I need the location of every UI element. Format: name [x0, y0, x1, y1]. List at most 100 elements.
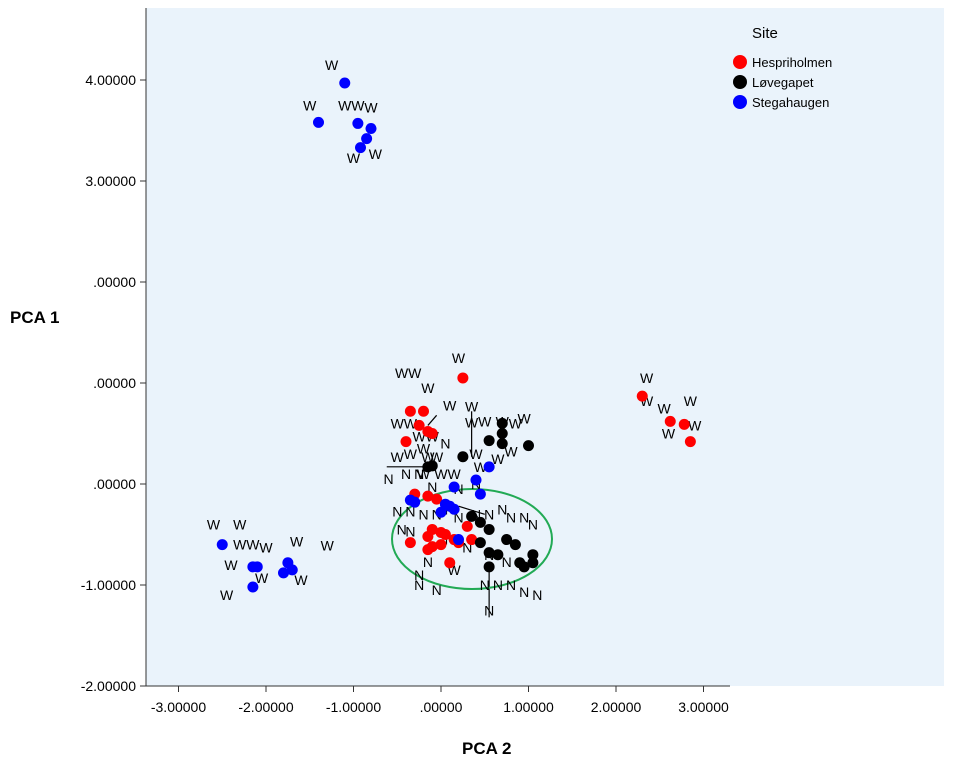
- x-tick-label: .00000: [420, 699, 463, 715]
- point-hespriholmen: [665, 416, 676, 427]
- point-l-vegapet: [484, 435, 495, 446]
- point-label-w: W: [294, 572, 308, 588]
- point-label-n: N: [493, 577, 503, 593]
- point-label-w: W: [303, 97, 317, 113]
- x-tick-label: 3.00000: [678, 699, 729, 715]
- point-stegahaugen: [471, 474, 482, 485]
- point-label-n: N: [506, 577, 516, 593]
- y-tick-label: .00000: [93, 476, 136, 492]
- x-tick-label: -3.00000: [151, 699, 206, 715]
- point-label-w: W: [465, 414, 479, 430]
- point-label-n: N: [414, 577, 424, 593]
- point-label-w: W: [207, 516, 221, 532]
- point-l-vegapet: [427, 460, 438, 471]
- legend-label-stegahaugen: Stegahaugen: [752, 95, 829, 110]
- point-label-w: W: [224, 557, 238, 573]
- point-label-w: W: [684, 393, 698, 409]
- y-tick-label: 4.00000: [85, 72, 136, 88]
- point-label-w: W: [452, 350, 466, 366]
- point-stegahaugen: [409, 497, 420, 508]
- point-stegahaugen: [313, 117, 324, 128]
- y-tick-label: .00000: [93, 274, 136, 290]
- y-tick-label: .00000: [93, 375, 136, 391]
- point-label-w: W: [338, 97, 352, 113]
- y-axis-label: PCA 1: [10, 308, 59, 327]
- point-label-n: N: [423, 554, 433, 570]
- point-label-w: W: [688, 417, 702, 433]
- x-tick-label: -2.00000: [238, 699, 293, 715]
- point-hespriholmen: [436, 539, 447, 550]
- point-label-w: W: [404, 446, 418, 462]
- point-label-w: W: [351, 97, 365, 113]
- point-label-n: N: [484, 602, 494, 618]
- point-stegahaugen: [355, 142, 366, 153]
- legend-marker-hespriholmen: [733, 55, 747, 69]
- point-l-vegapet: [497, 438, 508, 449]
- legend-title: Site: [752, 25, 778, 42]
- point-label-n: N: [532, 587, 542, 603]
- point-label-n: N: [383, 471, 393, 487]
- point-stegahaugen: [449, 482, 460, 493]
- point-label-w: W: [448, 466, 462, 482]
- y-tick-label: -2.00000: [81, 678, 136, 694]
- point-stegahaugen: [352, 118, 363, 129]
- point-l-vegapet: [475, 517, 486, 528]
- point-stegahaugen: [361, 133, 372, 144]
- x-tick-label: 2.00000: [591, 699, 642, 715]
- point-label-w: W: [658, 400, 672, 416]
- point-hespriholmen: [679, 419, 690, 430]
- point-label-w: W: [465, 398, 479, 414]
- legend-marker-l-vegapet: [733, 75, 747, 89]
- legend-marker-stegahaugen: [733, 95, 747, 109]
- point-label-n: N: [392, 503, 402, 519]
- legend-label-l-vegapet: Løvegapet: [752, 75, 814, 90]
- point-hespriholmen: [685, 436, 696, 447]
- point-hespriholmen: [405, 406, 416, 417]
- point-label-w: W: [290, 534, 304, 550]
- point-hespriholmen: [462, 521, 473, 532]
- point-label-w: W: [391, 415, 405, 431]
- point-label-w: W: [321, 538, 335, 554]
- point-l-vegapet: [497, 418, 508, 429]
- point-l-vegapet: [484, 561, 495, 572]
- point-stegahaugen: [366, 123, 377, 134]
- point-hespriholmen: [457, 372, 468, 383]
- point-label-n: N: [480, 577, 490, 593]
- point-label-n: N: [506, 509, 516, 525]
- point-label-w: W: [259, 540, 273, 556]
- point-stegahaugen: [217, 539, 228, 550]
- point-stegahaugen: [449, 504, 460, 515]
- point-hespriholmen: [401, 436, 412, 447]
- point-label-w: W: [408, 365, 422, 381]
- point-label-w: W: [478, 413, 492, 429]
- point-label-n: N: [418, 506, 428, 522]
- point-label-w: W: [640, 370, 654, 386]
- point-label-w: W: [233, 537, 247, 553]
- point-label-n: N: [528, 516, 538, 532]
- point-label-n: N: [401, 466, 411, 482]
- point-label-w: W: [421, 380, 435, 396]
- point-label-n: N: [432, 582, 442, 598]
- point-l-vegapet: [484, 524, 495, 535]
- point-label-w: W: [662, 426, 676, 442]
- y-tick-label: -1.00000: [81, 577, 136, 593]
- x-tick-label: 1.00000: [503, 699, 554, 715]
- point-label-n: N: [440, 436, 450, 452]
- point-label-w: W: [325, 57, 339, 73]
- legend-label-hespriholmen: Hespriholmen: [752, 55, 832, 70]
- point-label-w: W: [364, 99, 378, 115]
- point-hespriholmen: [637, 391, 648, 402]
- point-l-vegapet: [457, 451, 468, 462]
- point-l-vegapet: [523, 440, 534, 451]
- point-label-w: W: [518, 410, 532, 426]
- point-hespriholmen: [444, 557, 455, 568]
- point-stegahaugen: [247, 582, 258, 593]
- point-stegahaugen: [475, 489, 486, 500]
- point-label-w: W: [233, 516, 247, 532]
- point-label-w: W: [443, 397, 457, 413]
- point-l-vegapet: [510, 539, 521, 550]
- point-hespriholmen: [418, 406, 429, 417]
- point-label-w: W: [391, 449, 405, 465]
